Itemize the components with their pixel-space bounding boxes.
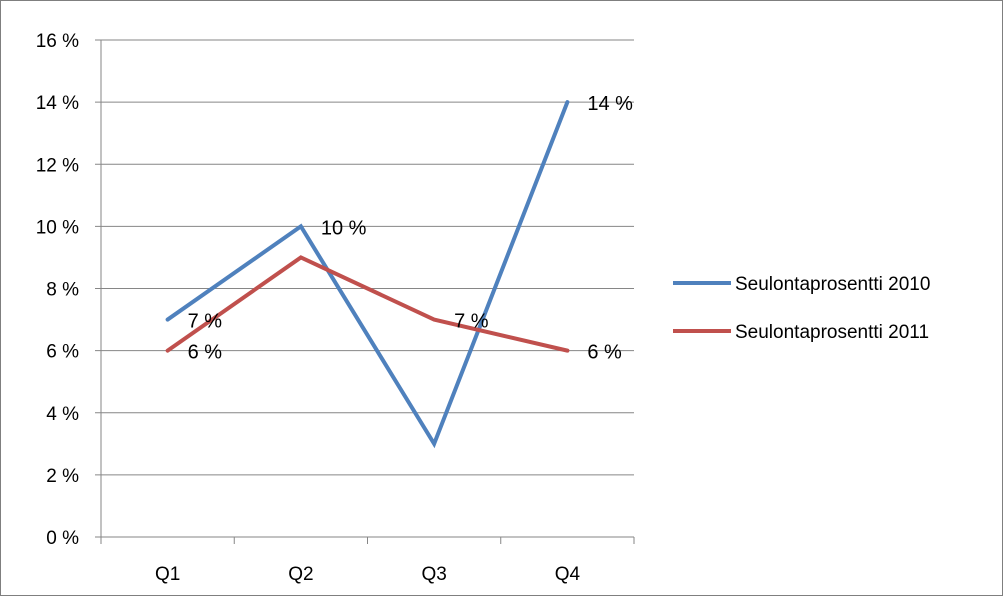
y-tick-label: 12 % xyxy=(36,155,79,176)
data-label: 10 % xyxy=(321,217,367,239)
x-tick-label: Q1 xyxy=(155,564,180,585)
y-tick-label: 2 % xyxy=(46,466,79,487)
data-label: 6 % xyxy=(188,342,223,364)
y-tick-label: 14 % xyxy=(36,93,79,114)
gridlines xyxy=(101,40,634,475)
y-tick-label: 6 % xyxy=(46,342,79,363)
x-tick-label: Q3 xyxy=(421,564,446,585)
x-tick-label: Q4 xyxy=(555,564,581,585)
x-tick-label: Q2 xyxy=(288,564,313,585)
legend-label: Seulontaprosentti 2011 xyxy=(735,322,929,343)
y-tick-label: 16 % xyxy=(36,31,79,52)
y-tick-label: 0 % xyxy=(46,528,79,549)
legend-label: Seulontaprosentti 2010 xyxy=(735,274,930,295)
legend: Seulontaprosentti 2010 Seulontaprosentti … xyxy=(673,274,930,343)
y-tick-label: 8 % xyxy=(46,280,79,301)
data-label: 7 % xyxy=(454,311,489,333)
series-line-1 xyxy=(168,102,568,444)
data-labels: 7 % 10 % 14 % 6 % 7 % 6 % xyxy=(188,93,634,364)
y-tick-label: 4 % xyxy=(46,404,79,425)
axes: 0 % 2 % 4 % 6 % 8 % 10 % 12 % 14 % 16 % Q1 Q2 Q3 Q4 xyxy=(36,31,634,585)
data-label: 7 % xyxy=(188,311,223,333)
y-tick-label: 10 % xyxy=(36,217,79,238)
series-lines xyxy=(168,102,568,444)
data-label: 6 % xyxy=(587,342,622,364)
data-label: 14 % xyxy=(587,93,633,115)
